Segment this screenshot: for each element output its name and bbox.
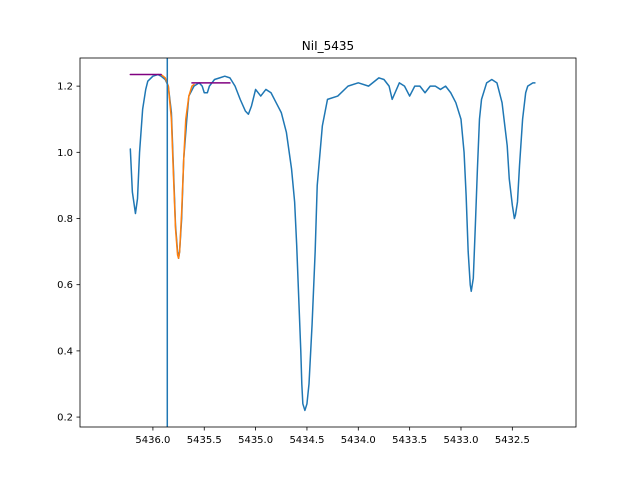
x-tick-label: 5434.0 (341, 435, 376, 446)
x-tick-label: 5436.0 (135, 435, 170, 446)
y-tick-label: 0.6 (57, 280, 73, 291)
x-tick-label: 5435.5 (187, 435, 222, 446)
y-tick-label: 0.2 (57, 413, 73, 424)
x-tick-label: 5434.5 (289, 435, 324, 446)
y-tick-label: 0.8 (57, 214, 73, 225)
x-tick-label: 5433.0 (443, 435, 478, 446)
x-tick-label: 5432.5 (495, 435, 530, 446)
plot-area (129, 58, 536, 427)
y-tick-label: 1.2 (57, 82, 73, 93)
x-tick-label: 5435.0 (238, 435, 273, 446)
axes-frame (79, 57, 577, 428)
y-tick-label: 0.4 (57, 346, 73, 357)
series-line-2 (160, 73, 195, 259)
chart-title: NiI_5435 (302, 39, 354, 53)
y-tick-label: 1.0 (57, 148, 73, 159)
x-tick-label: 5433.5 (392, 435, 427, 446)
axis-ticks: 5436.0 5435.5 5435.0 5434.5 5434.0 5433.5 5433… (57, 82, 530, 446)
